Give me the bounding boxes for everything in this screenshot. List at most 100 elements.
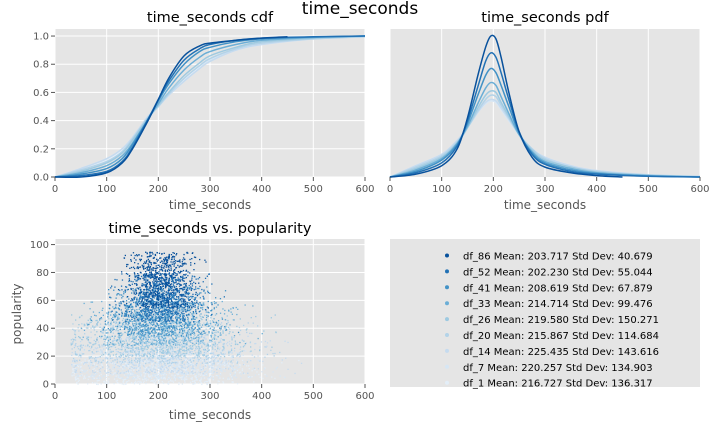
scatter-point (184, 310, 186, 313)
scatter-point (181, 383, 183, 385)
scatter-point (219, 358, 221, 360)
scatter-point (213, 341, 215, 344)
scatter-point (123, 366, 125, 369)
scatter-point (196, 339, 198, 341)
scatter-point (207, 334, 209, 336)
scatter-point (187, 326, 190, 328)
scatter-point (123, 328, 126, 330)
scatter-point (233, 335, 236, 337)
scatter-point (196, 371, 198, 373)
scatter-point (174, 330, 176, 333)
scatter-point (109, 339, 111, 341)
scatter-point (186, 327, 189, 329)
scatter-point (146, 377, 149, 380)
scatter-point (121, 369, 123, 371)
scatter-point (179, 314, 181, 317)
scatter-point (200, 359, 202, 361)
scatter-point (155, 349, 157, 351)
scatter-point (106, 356, 108, 359)
scatter-point (147, 327, 150, 329)
scatter-point (96, 380, 98, 382)
scatter-point (105, 356, 107, 358)
scatter-point (117, 307, 119, 309)
scatter-point (204, 371, 206, 373)
scatter-point (150, 340, 152, 342)
scatter-point (237, 367, 239, 369)
scatter-point (165, 318, 167, 320)
scatter-point (157, 375, 159, 378)
scatter-point (186, 333, 188, 335)
scatter-point (140, 346, 142, 348)
scatter-point (212, 360, 215, 362)
scatter-point (139, 313, 142, 315)
scatter-point (101, 346, 103, 348)
scatter-point (215, 302, 217, 304)
scatter-point (135, 339, 138, 342)
scatter-point (125, 355, 127, 357)
scatter-point (172, 358, 174, 360)
scatter-point (259, 376, 261, 378)
scatter-point (143, 372, 145, 374)
scatter-point (180, 373, 183, 375)
scatter-point (132, 316, 134, 318)
scatter-point (202, 353, 205, 356)
scatter-point (162, 373, 164, 375)
scatter-point (225, 362, 227, 364)
scatter-point (193, 343, 195, 345)
scatter-point (146, 320, 148, 322)
scatter-point (144, 348, 146, 350)
scatter-point (213, 364, 215, 366)
scatter-point (194, 356, 196, 358)
series-line-df-41 (389, 67, 701, 178)
scatter-point (116, 379, 119, 381)
scatter-point (165, 342, 167, 344)
scatter-point (169, 341, 172, 343)
scatter-point (213, 371, 215, 373)
scatter-point (183, 349, 185, 351)
scatter-point (136, 320, 138, 322)
scatter-point (126, 361, 128, 363)
scatter-point (167, 359, 169, 362)
scatter-point (110, 351, 113, 353)
scatter-point (186, 351, 189, 353)
scatter-point (178, 367, 180, 369)
scatter-point (89, 318, 91, 320)
scatter-point (188, 338, 190, 340)
scatter-point (198, 287, 200, 290)
scatter-point (221, 360, 223, 362)
scatter-point (102, 366, 104, 369)
scatter-point (232, 319, 234, 321)
scatter-point (105, 371, 107, 374)
scatter-point (136, 325, 139, 327)
scatter-point (121, 334, 123, 336)
scatter-point (184, 377, 186, 379)
x-tick-label: 400 (587, 184, 606, 195)
scatter-point (178, 324, 181, 326)
scatter-point (139, 322, 141, 324)
scatter-point (130, 357, 133, 360)
scatter-point (77, 378, 80, 380)
scatter-point (188, 338, 190, 340)
scatter-point (211, 338, 214, 340)
scatter-point (142, 317, 144, 319)
scatter-point (206, 383, 208, 385)
scatter-point (157, 370, 159, 372)
scatter-point (209, 325, 211, 327)
scatter-point (174, 379, 176, 381)
scatter-point (176, 350, 179, 352)
scatter-point (137, 335, 140, 337)
x-tick-label: 600 (690, 184, 709, 195)
scatter-point (187, 336, 190, 338)
scatter-point (136, 351, 138, 353)
scatter-point (207, 300, 209, 303)
scatter-point (104, 353, 107, 356)
scatter-point (206, 286, 208, 288)
scatter-point (208, 312, 210, 314)
scatter-point (119, 355, 121, 357)
scatter-point (210, 375, 212, 378)
scatter-point (71, 365, 74, 367)
scatter-point (205, 369, 207, 371)
scatter-point (79, 375, 81, 377)
scatter-point (139, 362, 141, 364)
scatter-point (113, 361, 115, 363)
